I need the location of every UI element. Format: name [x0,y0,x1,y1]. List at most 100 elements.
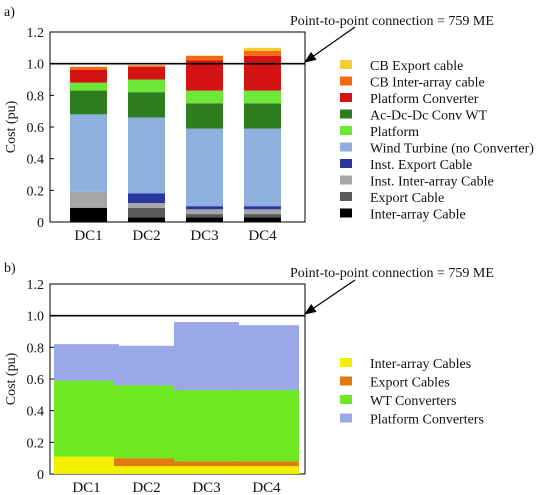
x-category-label: DC2 [132,480,160,495]
bar-segment-dc3-platform-converter [186,60,223,91]
bar-segment-dc4-inter-array-cables [234,466,299,474]
y-axis-label: Cost (pu) [4,100,19,153]
y-tick-label: 0.4 [27,153,45,168]
bar-segment-dc1-platform [70,82,107,91]
legend-swatch [340,60,352,69]
y-tick-label: 0 [37,468,44,483]
bar-segment-dc4-inst-export-cable [244,206,281,210]
bar-segment-dc2-inst-export-cable [128,193,165,203]
legend-label: Inst. Export Cable [370,158,472,173]
y-tick-label: 0.8 [27,89,45,104]
bar-segment-dc2-export-cable [128,207,165,218]
bar-segment-dc3-export-cable [186,214,223,218]
legend-swatch [340,76,352,86]
x-category-label: DC1 [72,480,100,495]
legend-swatch [340,159,352,168]
reference-line-label: Point-to-point connection = 759 ME [290,14,494,29]
bar-segment-dc1-wt-converters [54,380,119,457]
x-category-label: DC4 [248,228,277,244]
bar-segment-dc1-platform-converter [70,70,107,83]
legend-label: Platform Converters [370,413,484,428]
legend-label: CB Export cable [370,59,463,74]
y-tick-label: 0.2 [27,436,45,451]
legend-label: Inter-array Cable [370,208,466,223]
bar-segment-dc2-inter-array-cable [128,217,165,222]
panel-a: a) 0 0.2 0.4 0.6 0.8 1.0 1.2 Cost (pu) DC1 DC2 DC3 D… [4,5,534,244]
bar-segment-dc4-platform-converters [234,325,299,391]
panel-b: b) 0 0.2 0.4 0.6 0.8 1.0 1.2 Cost (pu) DC1 DC2 DC3 D… [4,261,494,495]
bar-segment-dc4-platform [244,90,281,104]
panel-label: b) [4,261,16,276]
y-tick-label: 0.2 [27,184,45,199]
bar-segment-dc3-wind-turbine-no-converter [186,128,223,207]
x-category-label: DC4 [252,480,281,495]
y-tick-label: 0.8 [27,341,45,356]
legend-label: Platform Converter [370,92,479,107]
legend-swatch [340,395,352,404]
legend-swatch [340,93,352,102]
y-tick-label: 0 [37,216,44,231]
legend-swatch [340,208,352,218]
legend-swatch [340,175,352,185]
bar-segment-dc4-inter-array-cable [244,217,281,222]
legend-swatch [340,358,352,367]
bar-segment-dc3-wt-converters [174,390,239,462]
bar-segment-dc3-inter-array-cable [186,217,223,222]
bar-segment-dc3-inst-inter-array-cable [186,209,223,215]
bar-segment-dc3-export-cables [174,461,239,467]
bar-segment-dc1-inter-array-cable [70,207,107,222]
legend-swatch [340,126,352,135]
legend-swatch [340,413,352,423]
legend-label: Inter-array Cables [370,357,471,372]
bar-segment-dc4-cb-inter-array-cable [244,51,281,56]
legend-label: Ac-Dc-Dc Conv WT [370,109,488,124]
bar-segment-dc4-platform-converter [244,55,281,91]
x-category-label: DC3 [192,480,220,495]
bar-segment-dc4-cb-export-cable [244,47,281,51]
reference-arrow [304,279,356,315]
reference-arrow [304,26,356,63]
bar-segment-dc4-export-cable [244,214,281,218]
legend-swatch [340,142,352,152]
bar-segment-dc3-platform [186,90,223,104]
bar-segment-dc3-inter-array-cables [174,466,239,474]
legend-label: WT Converters [370,394,456,409]
bar-segment-dc1-inst-inter-array-cable [70,191,107,208]
x-category-label: DC1 [74,228,102,244]
bar-segment-dc3-platform-converters [174,322,239,391]
bar-segment-dc2-wind-turbine-no-converter [128,117,165,194]
legend-label: CB Inter-array cable [370,76,485,91]
legend-swatch [340,192,352,201]
bar-segment-dc1-wind-turbine-no-converter [70,114,107,192]
y-tick-label: 1.0 [27,310,45,325]
reference-line-label: Point-to-point connection = 759 ME [290,266,494,281]
y-tick-label: 0.4 [27,405,45,420]
legend-swatch [340,109,352,119]
y-tick-label: 1.0 [27,58,45,73]
x-category-label: DC3 [190,228,218,244]
y-tick-label: 1.2 [27,278,45,293]
legend-label: Platform [370,125,419,140]
bar-segment-dc2-inter-array-cables [114,466,179,474]
bar-segment-dc4-export-cables [234,461,299,467]
bar-segment-dc1-platform-converters [54,344,119,381]
bar-segment-dc4-ac-dc-dc-conv-wt [244,103,281,129]
bar-segment-dc4-inst-inter-array-cable [244,209,281,215]
y-tick-label: 0.6 [27,373,45,388]
bar-segment-dc2-cb-inter-array-cable [128,65,165,67]
bar-segment-dc2-platform-converter [128,66,165,80]
y-axis-label: Cost (pu) [4,352,19,405]
legend-label: Export Cables [370,376,450,391]
bar-segment-dc2-ac-dc-dc-conv-wt [128,92,165,118]
bar-segment-dc3-inst-export-cable [186,206,223,210]
y-tick-label: 0.6 [27,121,45,136]
legend-label: Wind Turbine (no Converter) [370,142,534,157]
bar-segment-dc4-wind-turbine-no-converter [244,128,281,207]
panel-label: a) [4,5,15,20]
bar-segment-dc2-inst-inter-array-cable [128,203,165,208]
bar-segment-dc3-ac-dc-dc-conv-wt [186,103,223,129]
bar-segment-dc1-ac-dc-dc-conv-wt [70,90,107,115]
bar-segment-dc2-platform [128,79,165,93]
legend-swatch [340,376,352,386]
